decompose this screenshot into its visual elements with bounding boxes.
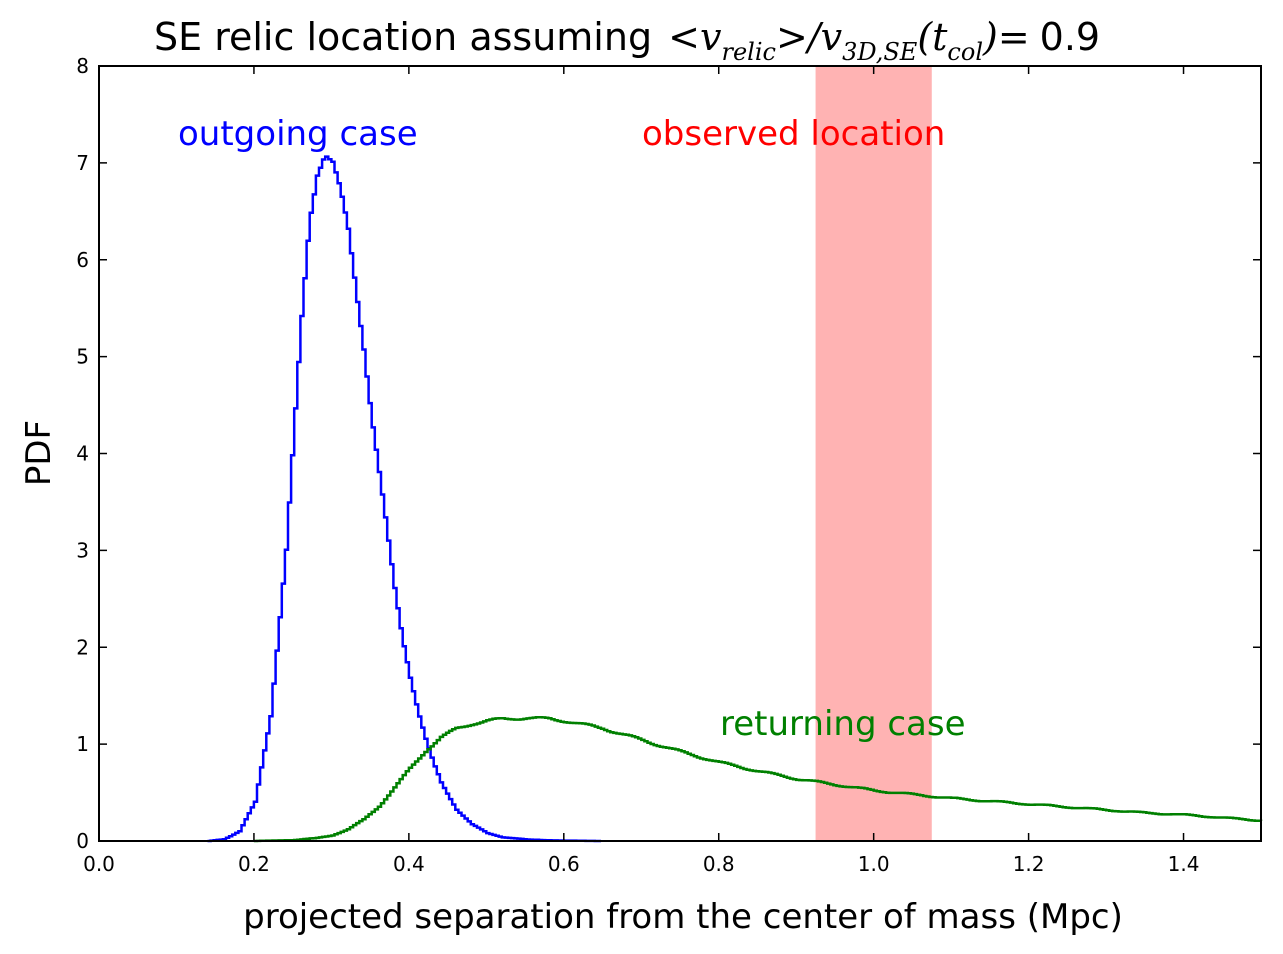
ticks-layer: 0.0 0.2 0.4 0.6 0.8 1.0 1.2 1.4 0 1 2 3 4 5 6 7 8 (76, 54, 1261, 876)
returning-case-label: returning case (720, 704, 966, 744)
y-tick-label: 2 (76, 635, 89, 659)
observed-location-band (815, 66, 932, 841)
y-axis-label: PDF (19, 420, 59, 486)
y-tick-label: 4 (76, 442, 89, 466)
x-tick-label: 1.2 (1013, 852, 1045, 876)
y-tick-label: 1 (76, 732, 89, 756)
y-tick-label: 7 (76, 151, 89, 175)
x-tick-label: 1.4 (1168, 852, 1200, 876)
series-line-returning (253, 716, 1263, 843)
y-tick-label: 6 (76, 248, 89, 272)
y-tick-label: 8 (76, 54, 89, 78)
series-layer (207, 155, 1263, 843)
chart-title: SE relic location assuming <vrelic>/v3D,… (154, 15, 1100, 66)
x-tick-label: 0.6 (548, 852, 580, 876)
outgoing-case-label: outgoing case (178, 114, 418, 154)
x-tick-label: 0.0 (83, 852, 115, 876)
x-axis-label: projected separation from the center of … (243, 897, 1123, 937)
plot-frame (98, 65, 1262, 842)
x-tick-label: 0.2 (238, 852, 270, 876)
x-tick-label: 0.4 (393, 852, 425, 876)
x-tick-label: 0.8 (703, 852, 735, 876)
y-tick-label: 3 (76, 538, 89, 562)
y-tick-label: 0 (76, 829, 89, 853)
series-line-outgoing (207, 155, 601, 843)
y-tick-label: 5 (76, 345, 89, 369)
observed-location-label: observed location (642, 114, 945, 154)
x-tick-label: 1.0 (858, 852, 890, 876)
